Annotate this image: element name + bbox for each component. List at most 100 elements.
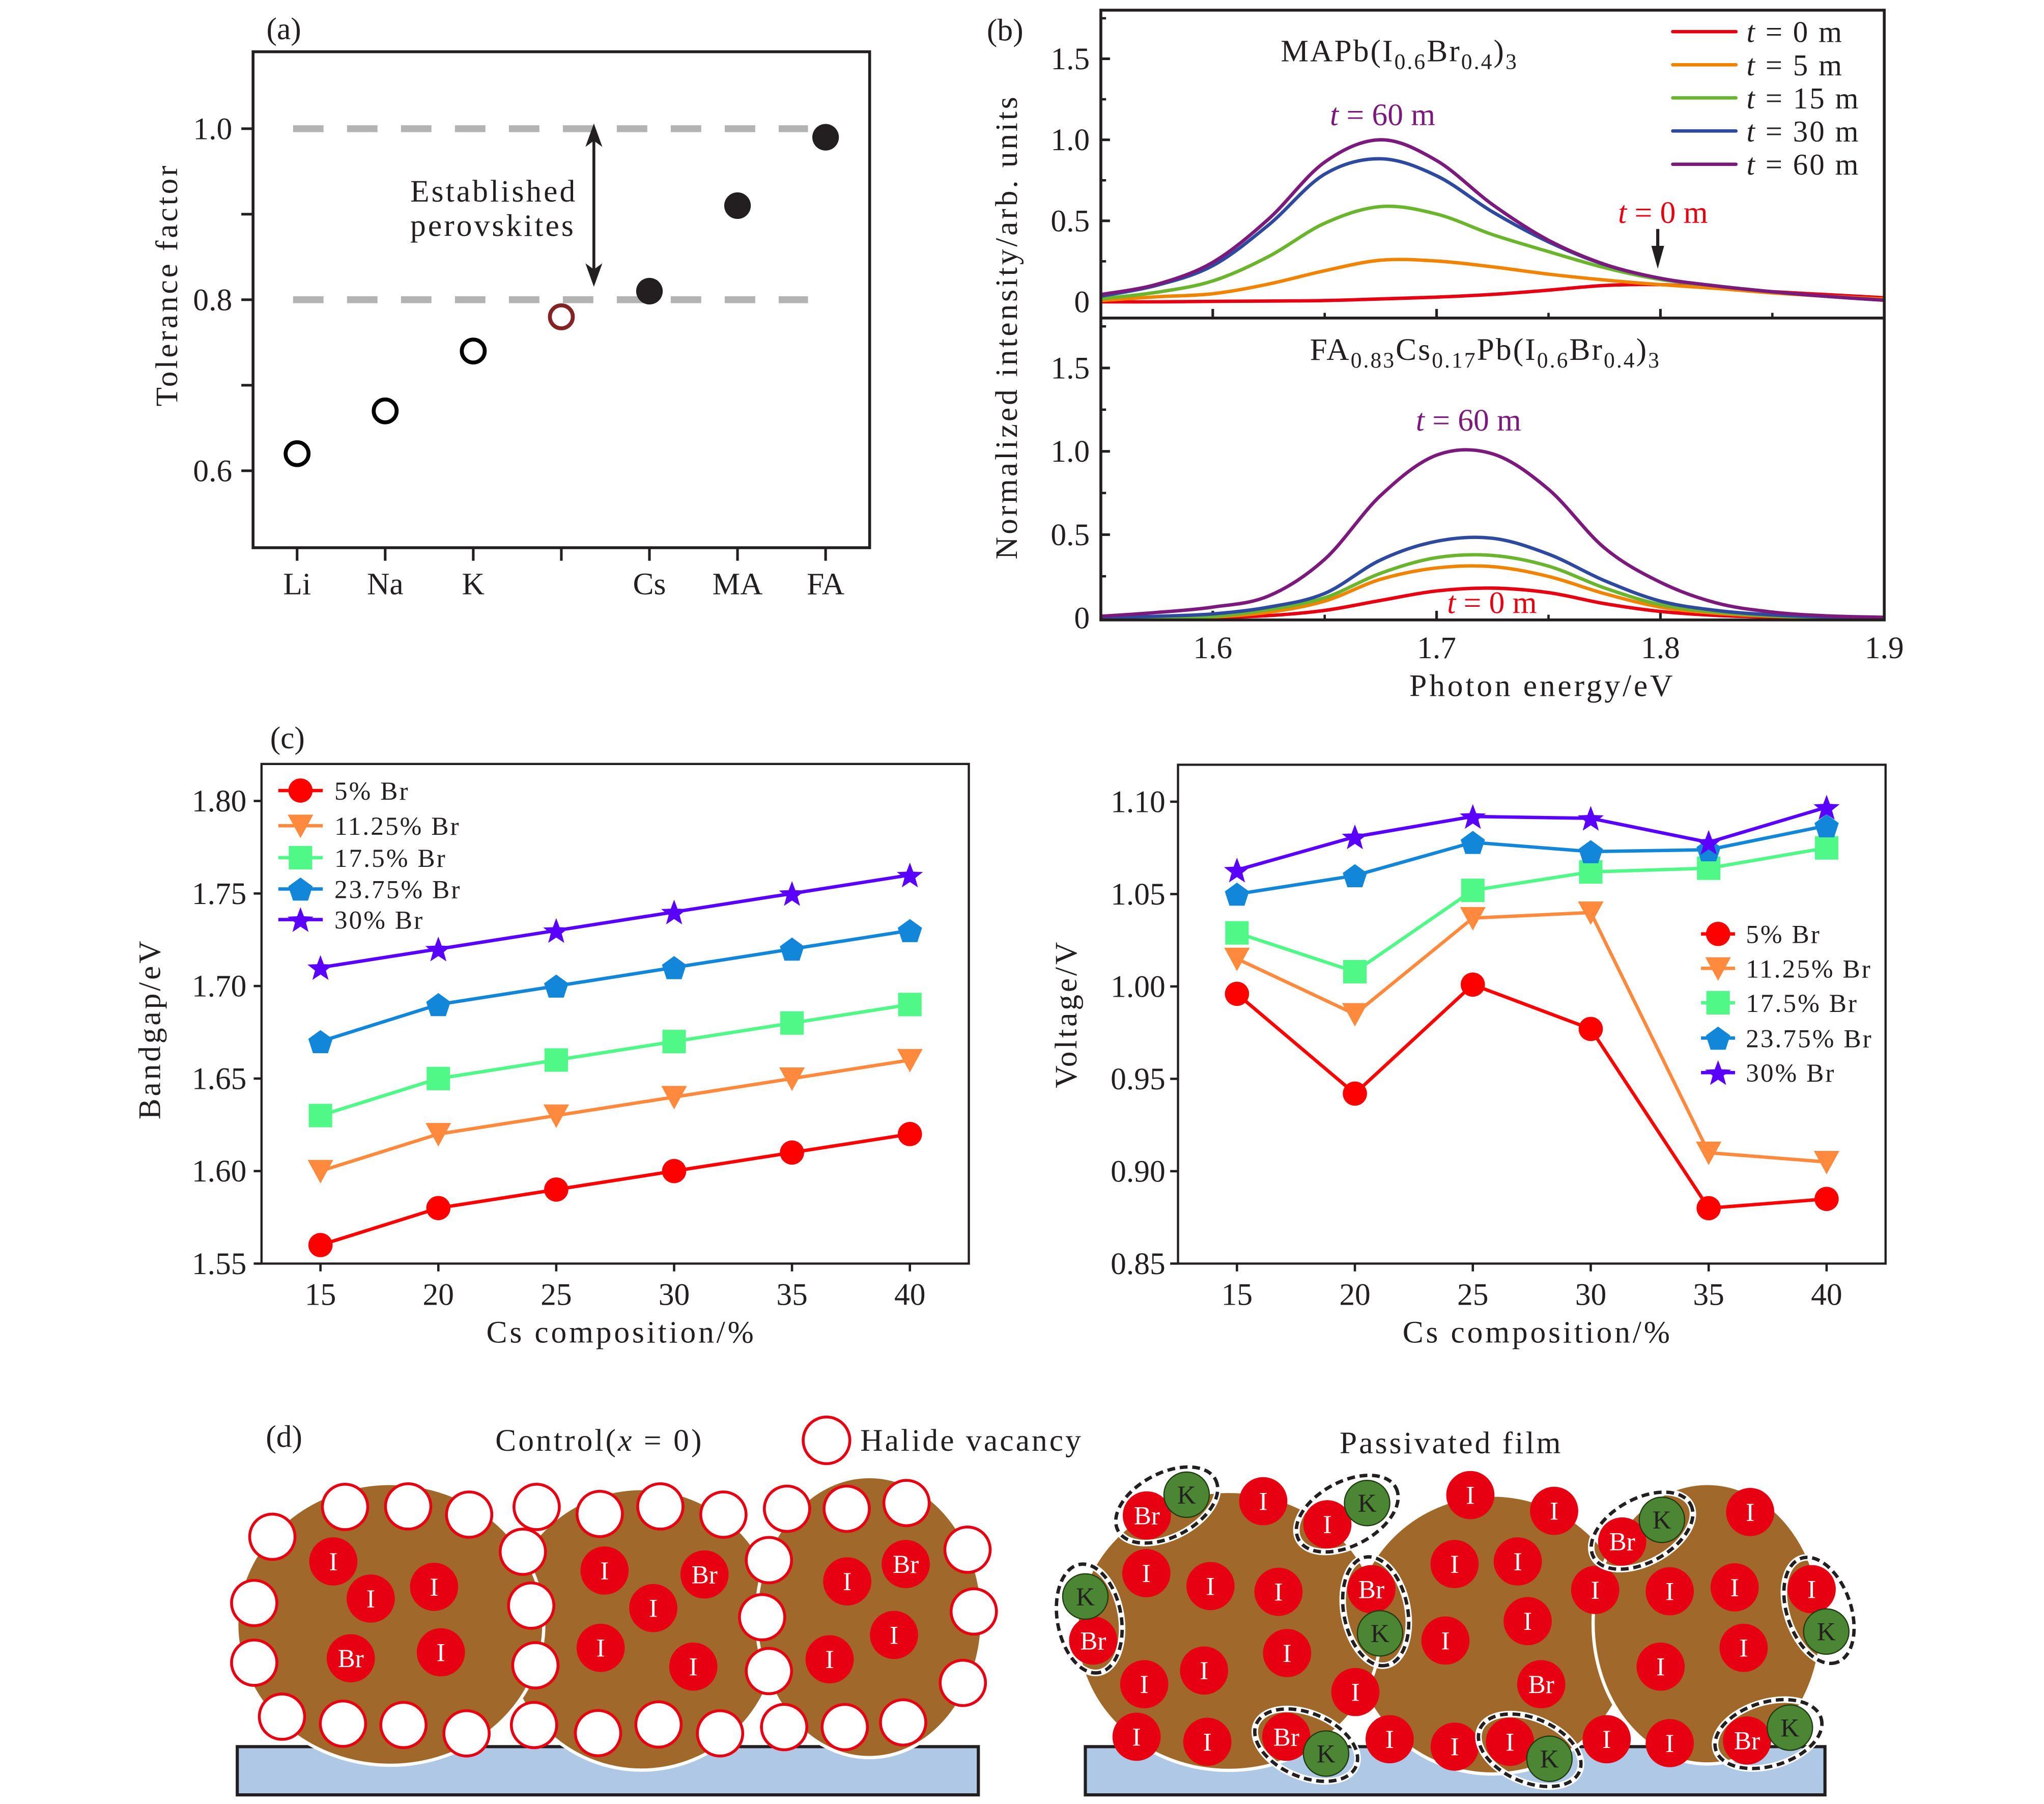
annotation-var: t xyxy=(1618,195,1628,230)
iodide-ion: I xyxy=(1263,1629,1312,1677)
k-passivated-pair: Br K xyxy=(1112,1463,1221,1546)
halide-vacancy xyxy=(745,1647,793,1696)
title-subscript: 0.83 xyxy=(1351,348,1396,373)
legend-label: t = 60 m xyxy=(1746,148,1860,181)
data-point-17-5-br xyxy=(898,993,922,1017)
ion-circle xyxy=(1446,1471,1495,1519)
data-point-23-75-br xyxy=(897,919,922,942)
x-axis-label-b: Photon energy/eV xyxy=(1409,668,1675,703)
data-point-5-br xyxy=(662,1159,687,1183)
x-tick-label: 35 xyxy=(776,1277,807,1312)
data-point-23-75-br xyxy=(662,956,687,979)
ion-label: K xyxy=(1317,1739,1336,1768)
ion-circle xyxy=(1636,1642,1685,1691)
data-point-li xyxy=(283,440,311,467)
subplot-title-top: MAPb(I0.6Br0.4)3 xyxy=(1281,34,1518,74)
halide-vacancy xyxy=(699,1490,748,1539)
y-tick-label: 0.5 xyxy=(1051,204,1090,238)
halide-vacancy xyxy=(696,1709,745,1758)
ion-circle xyxy=(1787,1565,1836,1614)
panel-c-left-marks: 1.55 1.60 1.65 1.70 1.75 1.80 15 20 25 30 35 40 5% B… xyxy=(192,777,926,1312)
iodide-ion: I xyxy=(1112,1712,1161,1761)
ion-label: I xyxy=(689,1653,698,1682)
data-point-23-75-br xyxy=(780,937,804,961)
legend-label: t = 5 m xyxy=(1746,49,1843,82)
x-tick-label: 15 xyxy=(305,1277,336,1312)
title-subscript: 0.4 xyxy=(1461,50,1494,74)
halide-vacancy xyxy=(943,1526,992,1574)
passivated-film-title: Passivated film xyxy=(1340,1426,1563,1460)
legend-rest: = 60 m xyxy=(1756,148,1860,181)
x-tick-label-li: Li xyxy=(283,567,311,602)
pair-dashed-outline xyxy=(1782,1556,1856,1666)
pair-dashed-outline xyxy=(1341,1555,1411,1668)
ion-circle xyxy=(1186,1562,1235,1611)
halide-vacancy xyxy=(820,1703,869,1752)
ion-label: I xyxy=(1807,1575,1816,1604)
arrow-down-icon xyxy=(1651,229,1664,269)
ion-label: I xyxy=(1656,1653,1665,1682)
title-part: MAPb(I xyxy=(1281,34,1394,68)
y-tick-label: 1.5 xyxy=(1051,42,1090,76)
data-point-17-5-br xyxy=(662,1030,686,1054)
annotation-top-t-60-m: t = 60 m xyxy=(1330,98,1435,132)
panel-label-b: (b) xyxy=(987,13,1024,47)
ion-label: K xyxy=(1780,1713,1799,1742)
ion-circle xyxy=(1331,1668,1380,1716)
ion-label: I xyxy=(1466,1481,1474,1510)
legend-b: t = 0 mt = 5 mt = 15 mt = 30 mt = 60 m xyxy=(1671,16,1860,181)
k-passivated-pair: Br K xyxy=(1251,1705,1361,1785)
y-tick-label: 0.8 xyxy=(193,283,232,317)
ion-label: I xyxy=(329,1547,337,1576)
halide-vacancy xyxy=(949,1587,998,1636)
series-line xyxy=(1236,824,1827,896)
x-tick-label: 40 xyxy=(894,1277,925,1312)
legend-marker-star xyxy=(287,907,314,932)
iodide-ion: I xyxy=(416,1628,465,1677)
halide-vacancy xyxy=(319,1699,367,1748)
potassium-ion: K xyxy=(1767,1704,1813,1751)
iodide-ion: I xyxy=(1254,1567,1303,1616)
data-point-17-5-br xyxy=(544,1048,568,1072)
annotation-rest: = 0 m xyxy=(1627,195,1708,230)
ion-label: I xyxy=(366,1585,375,1614)
ion-label: K xyxy=(1177,1481,1196,1510)
ion-circle xyxy=(1726,1488,1775,1536)
panel-d-film-schematic: (d) Control(x = 0) Halide vacancy Passiv… xyxy=(230,1415,1858,1797)
ion-circle xyxy=(870,1611,918,1659)
data-point-11-25-br xyxy=(1342,1003,1368,1027)
halide-vacancy xyxy=(230,1578,278,1627)
potassium-ion: K xyxy=(1526,1735,1573,1782)
series-17-5-br-bandgap xyxy=(308,993,922,1128)
ion-label: I xyxy=(1730,1573,1739,1602)
ion-circle xyxy=(1598,1517,1646,1566)
bromide-ion: Br xyxy=(1347,1565,1396,1614)
y-tick-label: 1.70 xyxy=(192,969,247,1004)
ion-circle xyxy=(1303,1500,1352,1548)
series-line-t-15-m-top xyxy=(1100,204,1885,302)
legend-rest: = 0 m xyxy=(1756,16,1843,49)
x-tick-label: 20 xyxy=(1339,1277,1370,1312)
data-point-5-br xyxy=(1696,1196,1721,1221)
iodide-ion: I xyxy=(347,1574,395,1623)
data-point-11-25-br xyxy=(425,1123,451,1147)
title-part: = 0) xyxy=(634,1423,703,1458)
ion-circle xyxy=(1365,1715,1414,1764)
series-line xyxy=(320,1003,911,1117)
iodide-ion: I xyxy=(1331,1668,1380,1716)
legend-marker-triangle-down xyxy=(288,814,314,838)
iodide-ion: I xyxy=(1120,1660,1169,1709)
data-point-5-br xyxy=(308,1233,333,1257)
legend-marker-circle xyxy=(1706,921,1730,946)
legend-label: 5% Br xyxy=(1746,920,1821,949)
ion-label: I xyxy=(1550,1497,1558,1526)
data-point-11-25-br xyxy=(661,1086,687,1110)
halide-vacancy xyxy=(442,1709,491,1758)
legend-entry-23-75-br: 23.75% Br xyxy=(278,875,460,904)
ion-circle xyxy=(1302,1730,1350,1777)
legend-rest: = 15 m xyxy=(1756,82,1860,115)
ion-label: I xyxy=(1523,1607,1532,1636)
annotation-line-1: Established xyxy=(410,174,577,209)
data-point-30-br xyxy=(425,937,451,962)
